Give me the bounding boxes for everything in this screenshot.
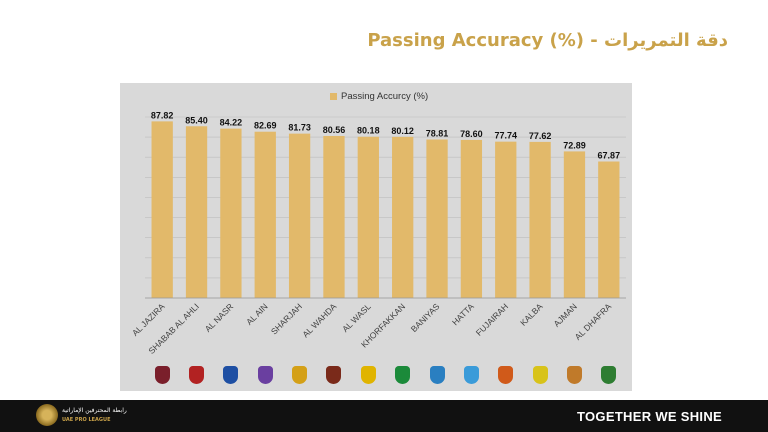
data-label: 84.22 — [220, 118, 243, 128]
slogan: TOGETHER WE SHINE — [577, 409, 722, 424]
category-tick-label: AL AIN — [244, 301, 270, 327]
data-label: 67.87 — [598, 151, 621, 161]
category-tick-label: BANIYAS — [409, 301, 442, 334]
bar — [529, 141, 551, 298]
category-tick-label: AL DHAFRA — [573, 301, 614, 342]
al-wahda-logo-icon — [326, 366, 342, 384]
league-name-arabic: رابطة المحترفين الإماراتية — [62, 407, 127, 414]
data-label: 78.60 — [460, 129, 483, 139]
sharjah-logo-icon — [292, 366, 308, 384]
bar — [563, 151, 586, 298]
legend-swatch — [330, 93, 337, 100]
team-logos-row — [120, 366, 632, 388]
category-tick-label: AL WAHDA — [300, 301, 338, 339]
category-tick-label: AL JAZIRA — [130, 301, 167, 338]
al-ain-logo-icon — [257, 366, 273, 384]
al-nasr-logo-icon — [223, 366, 239, 384]
bar — [426, 139, 448, 298]
data-label: 80.56 — [323, 125, 346, 135]
hatta-logo-icon — [463, 366, 479, 384]
category-tick-label: AL NASR — [203, 301, 236, 334]
al-dhafra-logo-icon — [601, 366, 617, 384]
shabab-al-ahli-logo-icon — [189, 366, 205, 384]
chart-panel: 87.82 AL JAZIRA 85.40 SHABAB AL AHLI 84.22 AL… — [120, 83, 632, 391]
category-tick-label: FUJAIRAH — [474, 301, 510, 337]
legend-label: Passing Accurcy (%) — [341, 91, 429, 102]
category-tick-label: KALBA — [518, 301, 545, 328]
data-label: 78.81 — [426, 129, 449, 139]
al-jazira-logo-icon — [154, 366, 170, 384]
bar — [220, 128, 242, 298]
data-label: 77.62 — [529, 131, 552, 141]
data-label: 80.18 — [357, 126, 380, 136]
bar — [151, 121, 173, 299]
data-label: 81.73 — [288, 123, 311, 133]
kalba-logo-icon — [532, 366, 548, 384]
footer-bar: رابطة المحترفين الإماراتية UAE PRO LEAGU… — [0, 400, 768, 432]
bar — [357, 136, 379, 298]
data-label: 87.82 — [151, 110, 174, 120]
data-label: 80.12 — [391, 126, 414, 136]
bar — [288, 133, 311, 298]
chart-legend: Passing Accurcy (%) — [330, 91, 428, 102]
league-name-english: UAE PRO LEAGUE — [62, 417, 111, 423]
category-tick-label: AL WASL — [340, 301, 373, 334]
bar — [254, 131, 276, 298]
data-label: 72.89 — [563, 140, 586, 150]
page-title: Passing Accuracy (%) - دقة التمريرات — [367, 30, 728, 51]
bar — [323, 135, 345, 298]
category-tick-label: AJMAN — [551, 301, 578, 328]
al-wasl-logo-icon — [360, 366, 376, 384]
baniyas-logo-icon — [429, 366, 445, 384]
bar — [598, 161, 620, 298]
category-tick-label: HATTA — [450, 301, 476, 327]
bar — [460, 139, 483, 298]
data-label: 77.74 — [494, 131, 517, 141]
khorfakkan-logo-icon — [395, 366, 411, 384]
bar — [392, 136, 414, 298]
bar — [185, 126, 208, 298]
bar — [495, 141, 517, 298]
data-label: 85.40 — [185, 115, 208, 125]
fujairah-logo-icon — [498, 366, 514, 384]
league-logo-icon — [36, 404, 58, 426]
ajman-logo-icon — [566, 366, 582, 384]
data-label: 82.69 — [254, 121, 277, 131]
category-tick-label: SHARJAH — [269, 301, 304, 336]
